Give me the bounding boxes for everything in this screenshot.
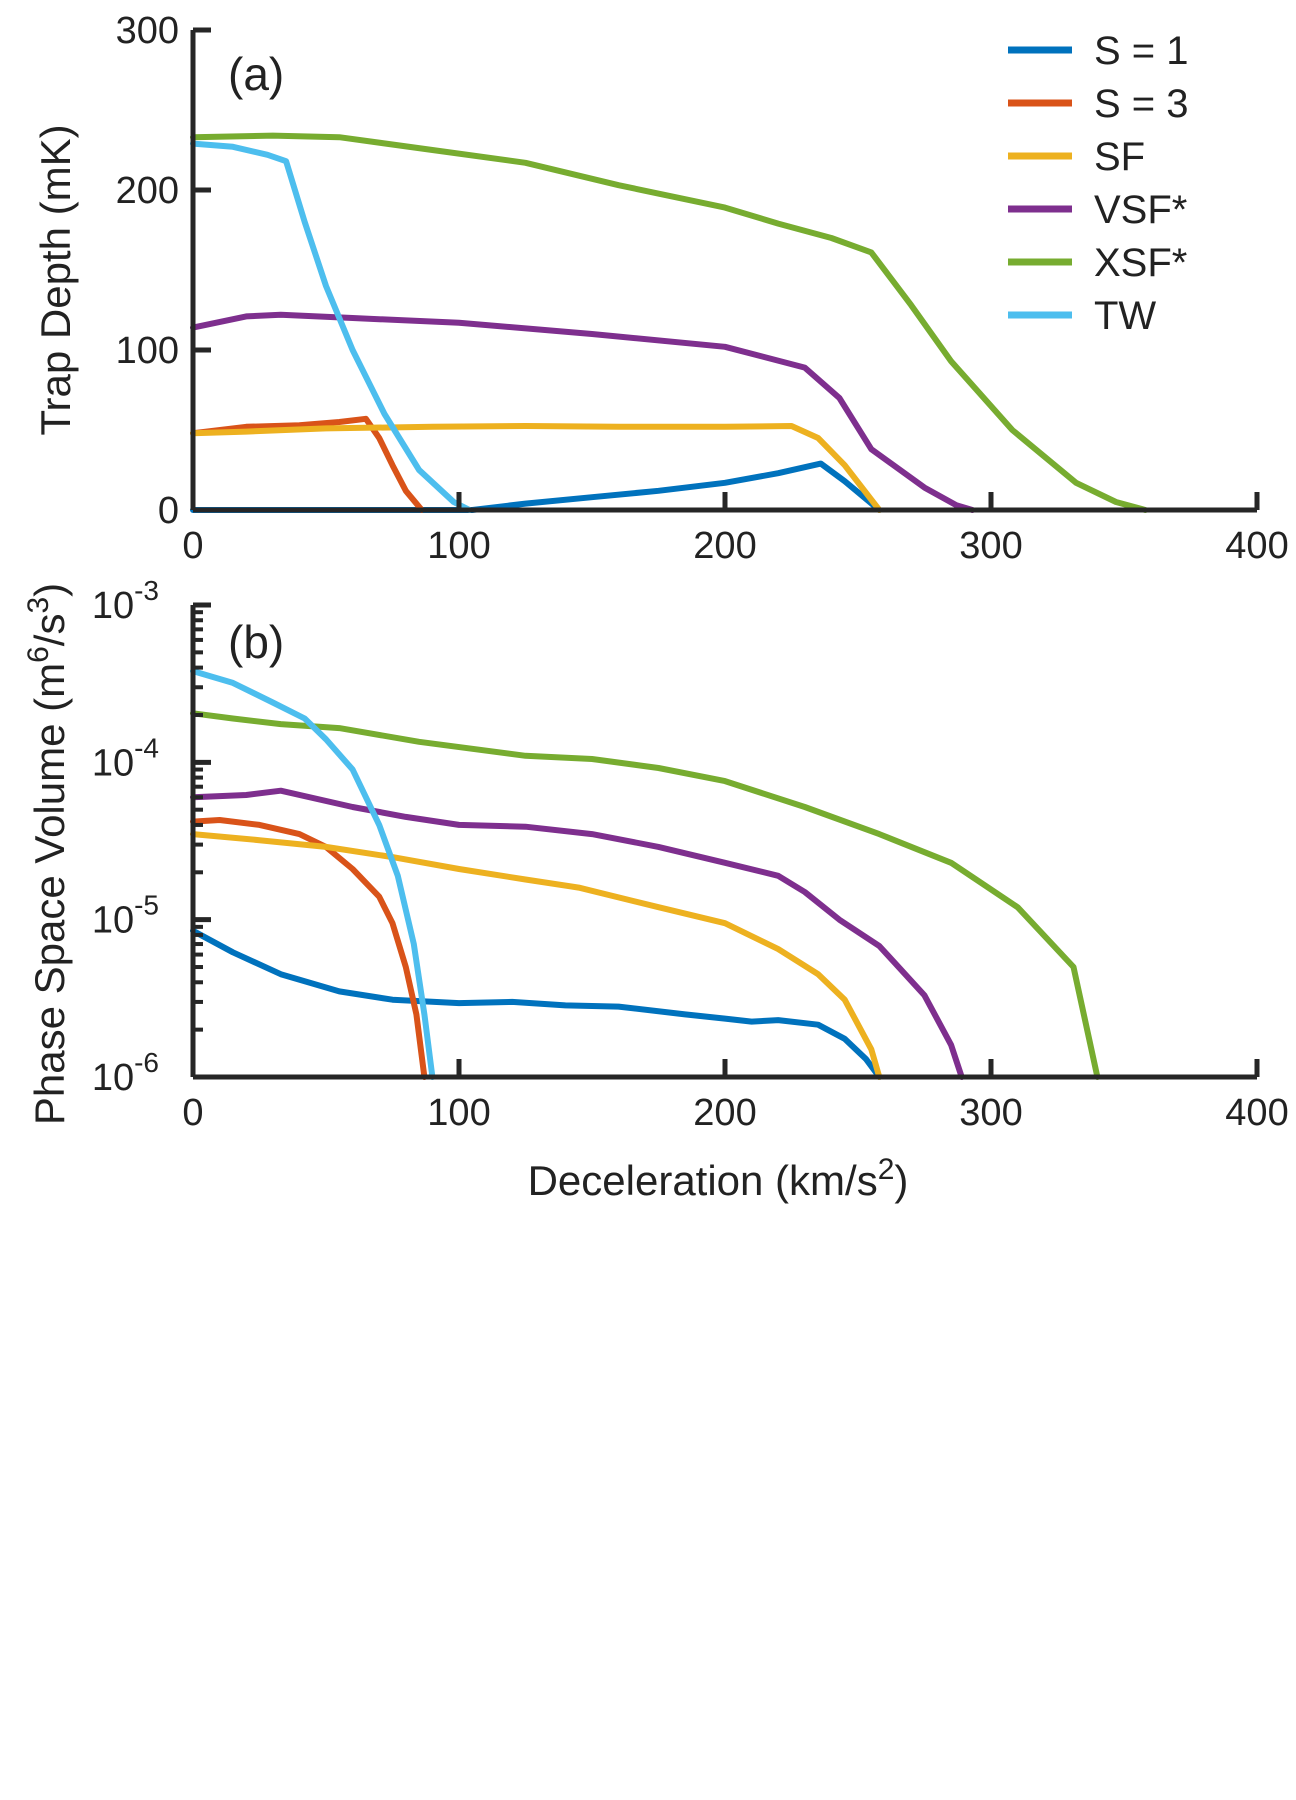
panel-a-series: [190, 132, 1149, 513]
x-tick-label: 0: [182, 1092, 203, 1134]
panel-b-y-label-tail: ): [26, 583, 73, 597]
panel-b-series-line-s-1: [190, 927, 883, 1080]
legend-label: SF: [1094, 135, 1145, 179]
y-tick-label-base: 10: [92, 585, 134, 627]
x-tick-label: 400: [1225, 525, 1288, 567]
panel-a-series-line-xsf-: [190, 132, 1149, 513]
panel-a-y-axis-label: Trap Depth (mK): [32, 124, 79, 435]
y-tick-label: 300: [116, 10, 179, 52]
panel-b-label: (b): [228, 616, 284, 668]
y-tick-label-exponent: -4: [134, 732, 159, 763]
panel-a-label: (a): [228, 48, 284, 100]
x-tick-label: 300: [959, 525, 1022, 567]
y-tick-label: 10-4: [92, 732, 159, 784]
x-tick-label: 200: [693, 1092, 756, 1134]
y-tick-label-base: 10: [92, 1057, 134, 1099]
panel-b-x-label-tail: ): [894, 1157, 908, 1204]
y-tick-label: 0: [158, 490, 179, 532]
panel-a-series-line-sf: [190, 423, 883, 513]
panel-b-y-label-sup2: 3: [22, 597, 55, 614]
panel-a-series-line-vsf-: [190, 311, 976, 513]
panel-b-y-label-mid: /s: [26, 614, 73, 647]
panel-b-y-axis-label: Phase Space Volume (m6/s3): [22, 583, 73, 1125]
y-tick-label-exponent: -3: [134, 575, 159, 606]
x-tick-label: 400: [1225, 1092, 1288, 1134]
legend: S = 1 S = 3 SF VSF* XSF* TW: [1008, 29, 1189, 338]
y-tick-label: 10-6: [92, 1047, 159, 1099]
y-tick-label: 200: [116, 170, 179, 212]
panel-a-series-line-s-1: [190, 460, 883, 513]
y-tick-label: 10-3: [92, 575, 159, 627]
x-tick-label: 100: [427, 1092, 490, 1134]
y-tick-label-base: 10: [92, 742, 134, 784]
x-tick-label: 300: [959, 1092, 1022, 1134]
panel-b-series: [190, 668, 1101, 1080]
legend-label: XSF*: [1094, 241, 1187, 285]
panel-a-axes: 0 100 200 300 400 0 100 200 300: [116, 10, 1289, 567]
legend-label: S = 3: [1094, 82, 1189, 126]
panel-b-y-label-sup1: 6: [22, 646, 55, 663]
panel-b-x-axis-label: Deceleration (km/s2): [528, 1153, 909, 1204]
panel-b-series-line-xsf-: [190, 710, 1101, 1080]
panel-a-series-line-tw: [190, 140, 473, 513]
y-tick-label: 100: [116, 330, 179, 372]
y-tick-label-base: 10: [92, 900, 134, 942]
legend-label: S = 1: [1094, 29, 1189, 73]
y-tick-label-exponent: -6: [134, 1047, 159, 1078]
panel-b-x-label-part1: Deceleration (km/s: [528, 1157, 878, 1204]
legend-label: VSF*: [1094, 188, 1187, 232]
panel-b-y-label-part1: Phase Space Volume (m: [26, 663, 73, 1125]
panel-b-series-line-sf: [190, 831, 883, 1080]
panel-b-x-label-sup: 2: [878, 1153, 895, 1186]
panel-b-series-line-tw: [190, 668, 436, 1080]
y-tick-label-exponent: -5: [134, 890, 159, 921]
y-tick-label: 10-5: [92, 890, 159, 942]
x-tick-label: 100: [427, 525, 490, 567]
x-tick-label: 0: [182, 525, 203, 567]
panel-a-trap-depth: (a) 0 100 200 300 400 0 100 200 300 Trap Depth (…: [32, 10, 1289, 567]
panel-b-series-line-vsf-: [190, 787, 965, 1080]
legend-label: TW: [1094, 294, 1156, 338]
panel-b-series-line-s-3: [190, 817, 428, 1080]
x-tick-label: 200: [693, 525, 756, 567]
panel-a-series-line-s-3: [190, 415, 425, 513]
